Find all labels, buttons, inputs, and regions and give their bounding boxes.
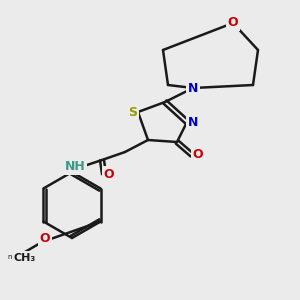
Text: CH₃: CH₃ — [14, 253, 36, 263]
Text: S: S — [128, 106, 137, 118]
Text: O: O — [104, 167, 114, 181]
Text: O: O — [40, 232, 50, 244]
Text: NH: NH — [64, 160, 86, 173]
Text: O: O — [228, 16, 238, 29]
Text: N: N — [188, 116, 198, 128]
Text: methoxy: methoxy — [8, 254, 38, 260]
Text: O: O — [193, 148, 203, 161]
Text: N: N — [188, 82, 198, 94]
